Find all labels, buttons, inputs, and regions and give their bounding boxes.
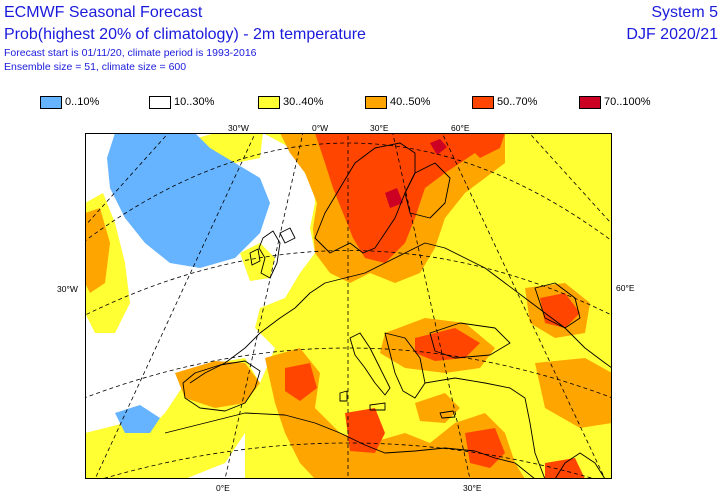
- legend-swatch: [258, 95, 280, 109]
- legend-item-30-40: 30..40%: [258, 94, 323, 110]
- legend-item-40-50: 40..50%: [365, 94, 430, 110]
- legend-swatch: [472, 95, 494, 109]
- tick-right-60e: 60°E: [616, 283, 635, 293]
- map-canvas: [85, 133, 612, 479]
- legend-label: 10..30%: [174, 96, 215, 108]
- legend-label: 40..50%: [390, 96, 431, 108]
- map-title: ECMWF Seasonal Forecast: [4, 4, 203, 21]
- legend-item-50-70: 50..70%: [472, 94, 537, 110]
- prob-70-100-layer: [385, 139, 447, 208]
- season-label: DJF 2020/21: [626, 26, 718, 43]
- tick-top-30e: 30°E: [370, 123, 389, 133]
- legend-label: 0..10%: [65, 96, 100, 108]
- legend-label: 30..40%: [283, 96, 324, 108]
- legend-swatch: [579, 95, 601, 109]
- map-frame: [85, 133, 612, 479]
- probability-legend: 0..10% 10..30% 30..40% 40..50% 50..70% 7…: [0, 94, 724, 114]
- legend-label: 50..70%: [497, 96, 538, 108]
- legend-swatch: [149, 95, 171, 109]
- ensemble-info: Ensemble size = 51, climate size = 600: [4, 61, 187, 73]
- tick-left-30w: 30°W: [57, 284, 78, 294]
- tick-top-30w: 30°W: [228, 123, 249, 133]
- legend-label: 70..100%: [604, 96, 651, 108]
- probability-map: 30°W 0°W 30°E 60°E 0°E 30°E 30°W 60°E: [57, 123, 635, 493]
- legend-item-70-100: 70..100%: [579, 94, 650, 110]
- tick-top-60e: 60°E: [451, 123, 470, 133]
- tick-bottom-30e: 30°E: [463, 483, 482, 493]
- system-label: System 5: [651, 4, 718, 21]
- coastlines: [164, 142, 612, 479]
- legend-item-10-30: 10..30%: [149, 94, 214, 110]
- tick-top-0w: 0°W: [312, 123, 329, 133]
- legend-swatch: [40, 95, 62, 109]
- tick-bottom-0e: 0°E: [216, 483, 230, 493]
- map-subtitle: Prob(highest 20% of climatology) - 2m te…: [4, 26, 366, 43]
- legend-swatch: [365, 95, 387, 109]
- legend-item-0-10: 0..10%: [40, 94, 99, 110]
- forecast-info: Forecast start is 01/11/20, climate peri…: [4, 47, 257, 59]
